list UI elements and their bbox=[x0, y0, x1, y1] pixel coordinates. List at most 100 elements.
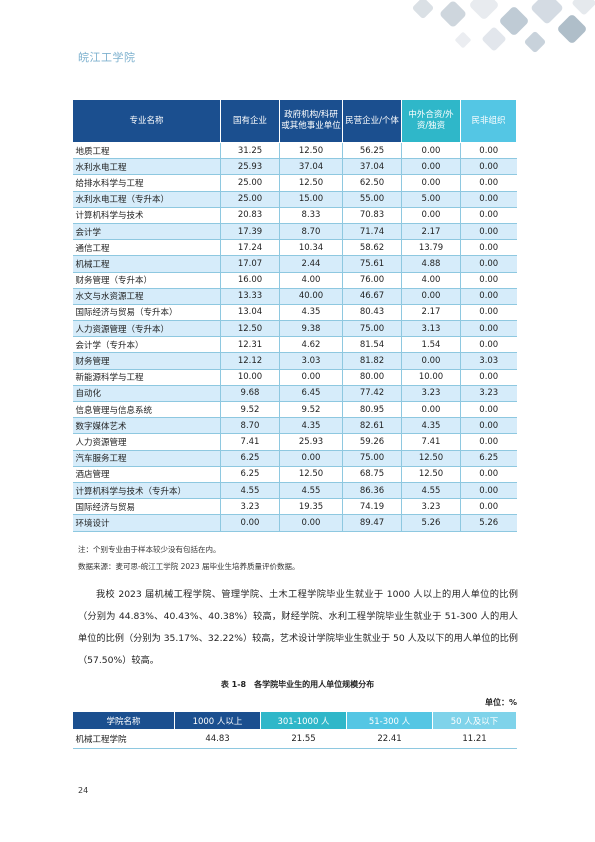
value-cell: 46.67 bbox=[342, 288, 402, 305]
value-cell: 8.70 bbox=[220, 417, 280, 435]
value-cell: 0.00 bbox=[460, 401, 517, 419]
table-row: 水利水电工程 25.93 37.04 37.04 0.00 0.00 bbox=[72, 158, 517, 176]
value-cell: 80.95 bbox=[342, 401, 402, 419]
table-header-row: 专业名称 国有企业 政府机构/科研或其他事业单位 民营企业/个体 中外合资/外资… bbox=[72, 99, 517, 143]
value-cell: 19.35 bbox=[279, 498, 343, 516]
value-cell: 75.61 bbox=[342, 255, 402, 273]
value-cell: 68.75 bbox=[342, 466, 402, 483]
row-label-cell: 计算机科学与技术（专升本） bbox=[72, 482, 221, 500]
value-cell: 81.54 bbox=[342, 336, 402, 354]
value-cell: 7.41 bbox=[401, 433, 461, 451]
table-row: 财务管理 12.12 3.03 81.82 0.00 3.03 bbox=[72, 352, 517, 370]
page-number: 24 bbox=[78, 786, 89, 795]
value-cell: 2.17 bbox=[401, 223, 461, 241]
value-cell: 0.00 bbox=[460, 304, 517, 322]
row-label-cell: 新能源科学与工程 bbox=[72, 369, 221, 386]
value-cell: 62.50 bbox=[342, 174, 402, 192]
data-source-note: 数据来源：麦可思-皖江工学院 2023 届毕业生培养质量评价数据。 bbox=[78, 562, 300, 571]
value-cell: 9.68 bbox=[220, 385, 280, 403]
col-header-major: 专业名称 bbox=[72, 99, 221, 143]
table-row: 信息管理与信息系统 9.52 9.52 80.95 0.00 0.00 bbox=[72, 401, 517, 419]
table-row: 人力资源管理 7.41 25.93 59.26 7.41 0.00 bbox=[72, 433, 517, 451]
row-label-cell: 会计学 bbox=[72, 223, 221, 241]
table-row: 数字媒体艺术 8.70 4.35 82.61 4.35 0.00 bbox=[72, 417, 517, 435]
value-cell: 75.00 bbox=[342, 450, 402, 467]
row-label-cell: 地质工程 bbox=[72, 142, 221, 160]
col-header-private: 民营企业/个体 bbox=[342, 99, 402, 143]
value-cell: 0.00 bbox=[460, 336, 517, 354]
value-cell: 3.23 bbox=[460, 385, 517, 403]
value-cell: 4.00 bbox=[401, 272, 461, 289]
col-header-50-or-less: 50 人及以下 bbox=[432, 711, 517, 730]
table-row: 会计学（专升本） 12.31 4.62 81.54 1.54 0.00 bbox=[72, 336, 517, 354]
table-row: 机械工程 17.07 2.44 75.61 4.88 0.00 bbox=[72, 255, 517, 273]
value-cell: 15.00 bbox=[279, 191, 343, 208]
col-header-government: 政府机构/科研或其他事业单位 bbox=[279, 99, 343, 143]
value-cell: 0.00 bbox=[460, 417, 517, 435]
value-cell: 12.31 bbox=[220, 336, 280, 354]
value-cell: 12.50 bbox=[279, 466, 343, 483]
value-cell: 86.36 bbox=[342, 482, 402, 500]
major-employer-type-table: 专业名称 国有企业 政府机构/科研或其他事业单位 民营企业/个体 中外合资/外资… bbox=[72, 99, 517, 532]
value-cell: 74.19 bbox=[342, 498, 402, 516]
table-caption: 表 1-8 各学院毕业生的用人单位规模分布 bbox=[220, 680, 375, 689]
row-label-cell: 国际经济与贸易（专升本） bbox=[72, 304, 221, 322]
value-cell: 0.00 bbox=[460, 255, 517, 273]
value-cell: 9.38 bbox=[279, 320, 343, 338]
value-cell: 77.42 bbox=[342, 385, 402, 403]
employer-size-table: 学院名称 1000 人以上 301-1000 人 51-300 人 50 人及以… bbox=[72, 711, 517, 749]
value-cell: 40.00 bbox=[279, 288, 343, 305]
school-name-header: 皖江工学院 bbox=[78, 51, 136, 64]
value-cell: 0.00 bbox=[401, 207, 461, 224]
row-label-cell: 通信工程 bbox=[72, 239, 221, 257]
value-cell: 12.12 bbox=[220, 352, 280, 370]
value-cell: 17.24 bbox=[220, 239, 280, 257]
value-cell: 0.00 bbox=[279, 450, 343, 467]
table-row: 财务管理（专升本） 16.00 4.00 76.00 4.00 0.00 bbox=[72, 272, 517, 289]
value-cell: 80.43 bbox=[342, 304, 402, 322]
col-header-college: 学院名称 bbox=[72, 711, 175, 730]
header-decoration-pattern bbox=[412, 0, 595, 53]
value-cell: 31.25 bbox=[220, 142, 280, 160]
value-cell: 2.44 bbox=[279, 255, 343, 273]
row-label-cell: 酒店管理 bbox=[72, 466, 221, 483]
value-cell: 81.82 bbox=[342, 352, 402, 370]
value-cell: 13.33 bbox=[220, 288, 280, 305]
value-cell: 11.21 bbox=[432, 729, 517, 749]
value-cell: 0.00 bbox=[220, 514, 280, 532]
table-unit: 单位：% bbox=[484, 698, 517, 707]
value-cell: 59.26 bbox=[342, 433, 402, 451]
value-cell: 0.00 bbox=[279, 369, 343, 386]
value-cell: 0.00 bbox=[401, 142, 461, 160]
value-cell: 6.25 bbox=[220, 450, 280, 467]
table-row: 人力资源管理（专升本） 12.50 9.38 75.00 3.13 0.00 bbox=[72, 320, 517, 338]
value-cell: 9.52 bbox=[279, 401, 343, 419]
body-paragraph: 我校 2023 届机械工程学院、管理学院、土木工程学院毕业生就业于 1000 人… bbox=[78, 589, 518, 666]
row-label-cell: 水文与水资源工程 bbox=[72, 288, 221, 305]
value-cell: 0.00 bbox=[460, 272, 517, 289]
value-cell: 10.00 bbox=[401, 369, 461, 386]
value-cell: 4.55 bbox=[220, 482, 280, 500]
value-cell: 58.62 bbox=[342, 239, 402, 257]
row-label-cell: 计算机科学与技术 bbox=[72, 207, 221, 224]
value-cell: 70.83 bbox=[342, 207, 402, 224]
row-label-cell: 给排水科学与工程 bbox=[72, 174, 221, 192]
col-header-nonprofit: 民非组织 bbox=[460, 99, 517, 143]
col-header-foreign: 中外合资/外资/独资 bbox=[401, 99, 461, 143]
value-cell: 0.00 bbox=[460, 207, 517, 224]
table-row: 环境设计 0.00 0.00 89.47 5.26 5.26 bbox=[72, 514, 517, 532]
value-cell: 37.04 bbox=[342, 158, 402, 176]
value-cell: 4.35 bbox=[401, 417, 461, 435]
value-cell: 4.55 bbox=[401, 482, 461, 500]
value-cell: 2.17 bbox=[401, 304, 461, 322]
table-row: 给排水科学与工程 25.00 12.50 62.50 0.00 0.00 bbox=[72, 174, 517, 192]
table-header-row: 学院名称 1000 人以上 301-1000 人 51-300 人 50 人及以… bbox=[72, 711, 517, 730]
table-row: 计算机科学与技术（专升本） 4.55 4.55 86.36 4.55 0.00 bbox=[72, 482, 517, 500]
table-row: 计算机科学与技术 20.83 8.33 70.83 0.00 0.00 bbox=[72, 207, 517, 224]
value-cell: 82.61 bbox=[342, 417, 402, 435]
table-row: 新能源科学与工程 10.00 0.00 80.00 10.00 0.00 bbox=[72, 369, 517, 386]
value-cell: 0.00 bbox=[460, 433, 517, 451]
value-cell: 0.00 bbox=[279, 514, 343, 532]
value-cell: 0.00 bbox=[401, 158, 461, 176]
value-cell: 0.00 bbox=[460, 142, 517, 160]
